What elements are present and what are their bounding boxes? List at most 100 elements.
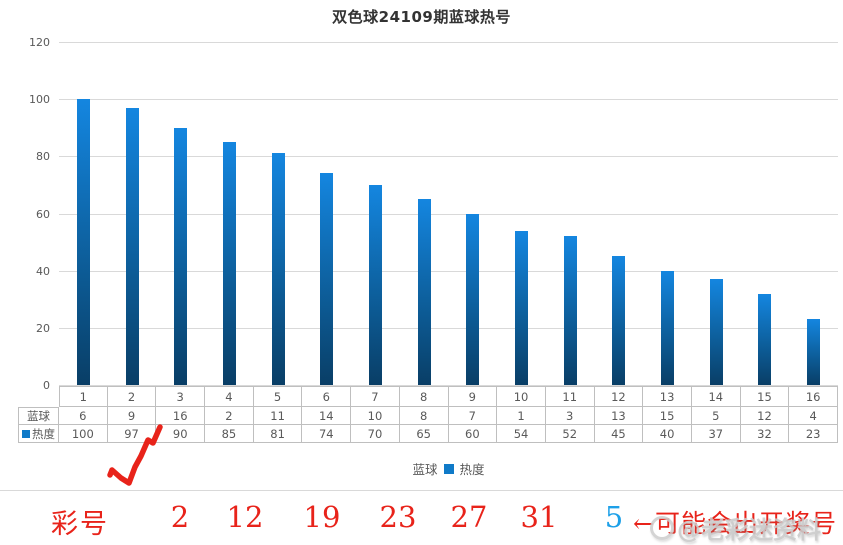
- lanqiu-value-cell: 12: [740, 407, 790, 425]
- red-ball-number: 23: [379, 500, 417, 534]
- redu-value-cell: 52: [545, 425, 595, 443]
- lanqiu-value-cell: 3: [545, 407, 595, 425]
- category-cell: 10: [497, 386, 546, 407]
- redu-value-cell: 37: [691, 425, 741, 443]
- redu-value-cell: 60: [448, 425, 498, 443]
- bar: [563, 236, 577, 385]
- lanqiu-value-cell: 6: [59, 407, 108, 425]
- y-tick-label: 80: [36, 150, 50, 164]
- lanqiu-value-cell: 8: [399, 407, 449, 425]
- bar-column-8: [400, 42, 449, 385]
- bar: [515, 230, 529, 385]
- bar-series: [59, 42, 838, 385]
- red-ball-number: 31: [520, 500, 558, 534]
- bar-column-13: [643, 42, 692, 385]
- category-cell: 2: [107, 386, 157, 407]
- lanqiu-value-cell: 7: [448, 407, 498, 425]
- table-corner-cell: [18, 386, 59, 407]
- legend: 蓝球 热度: [59, 459, 838, 478]
- bar-column-4: [205, 42, 254, 385]
- gridline-80: [59, 156, 838, 158]
- separator-line: [0, 490, 843, 491]
- lanqiu-value-cell: 1: [497, 407, 546, 425]
- category-cell: 9: [448, 386, 498, 407]
- prediction-row: 彩号 5 ←可能会出开奖号 2 12 19 23 27 31: [0, 500, 843, 540]
- gridline-20: [59, 327, 838, 329]
- gridline-40: [59, 270, 838, 272]
- blue-ball-number: 5: [604, 500, 624, 534]
- prediction-label: 彩号: [51, 509, 109, 540]
- bar: [125, 107, 139, 385]
- lanqiu-value-cell: 16: [156, 407, 206, 425]
- bar: [417, 199, 431, 385]
- bar: [271, 153, 285, 385]
- category-cell: 14: [691, 386, 741, 407]
- bar-column-14: [692, 42, 741, 385]
- bar-column-15: [741, 42, 790, 385]
- y-tick-label: 0: [43, 379, 50, 392]
- bar-column-9: [449, 42, 498, 385]
- bar: [466, 213, 480, 385]
- bar-column-5: [254, 42, 303, 385]
- redu-value-cell: 70: [351, 425, 400, 443]
- redu-value-cell: 65: [399, 425, 449, 443]
- red-ball-number: 27: [450, 500, 488, 534]
- lanqiu-value-cell: 9: [107, 407, 157, 425]
- bar: [368, 184, 382, 385]
- category-cell: 16: [789, 386, 838, 407]
- bar-column-10: [497, 42, 546, 385]
- watermark: @老彩迷资料: [650, 510, 821, 545]
- gridline-100: [59, 99, 838, 101]
- y-tick-label: 120: [29, 36, 50, 49]
- category-cell: 11: [545, 386, 595, 407]
- category-cell: 13: [643, 386, 692, 407]
- lanqiu-value-cell: 4: [789, 407, 838, 425]
- bar-column-6: [302, 42, 351, 385]
- lanqiu-value-cell: 10: [351, 407, 400, 425]
- lanqiu-value-cell: 14: [302, 407, 352, 425]
- lanqiu-value-cell: 5: [691, 407, 741, 425]
- bar: [661, 270, 675, 385]
- gridline-60: [59, 213, 838, 215]
- bar-column-16: [789, 42, 838, 385]
- bar: [709, 279, 723, 385]
- bar: [612, 256, 626, 385]
- redu-value-cell: 40: [643, 425, 692, 443]
- category-cell: 4: [205, 386, 254, 407]
- redu-value-cell: 100: [59, 425, 108, 443]
- bar-column-2: [108, 42, 157, 385]
- bar-column-11: [546, 42, 595, 385]
- y-tick-label: 40: [36, 264, 50, 278]
- red-ball-number: 12: [226, 500, 264, 534]
- bar-column-1: [59, 42, 108, 385]
- bar: [222, 142, 236, 385]
- lanqiu-value-cell: 11: [253, 407, 303, 425]
- legend-label-redu: 热度: [459, 462, 485, 477]
- watermark-logo-icon: [650, 515, 674, 540]
- category-cell: 15: [740, 386, 790, 407]
- redu-value-cell: 81: [253, 425, 303, 443]
- bar-column-12: [595, 42, 644, 385]
- gridline-0: [59, 385, 838, 386]
- redu-value-cell: 74: [302, 425, 352, 443]
- redu-value-cell: 54: [497, 425, 546, 443]
- bar: [174, 127, 188, 385]
- gridline-120: [59, 42, 838, 43]
- legend-label-lanqiu: 蓝球: [412, 462, 438, 477]
- bar-column-7: [351, 42, 400, 385]
- bar: [807, 319, 821, 385]
- redu-value-cell: 23: [789, 425, 838, 443]
- redu-value-cell: 32: [740, 425, 790, 443]
- category-cell: 6: [302, 386, 352, 407]
- plot-area: [59, 42, 838, 386]
- category-cell: 5: [253, 386, 303, 407]
- category-cell: 7: [351, 386, 400, 407]
- bar: [320, 173, 334, 385]
- bar-column-3: [156, 42, 205, 385]
- lanqiu-value-cell: 2: [205, 407, 254, 425]
- chart-title: 双色球24109期蓝球热号: [332, 8, 511, 26]
- redu-value-cell: 90: [156, 425, 206, 443]
- category-cell: 3: [156, 386, 206, 407]
- red-ball-number: 2: [170, 500, 190, 534]
